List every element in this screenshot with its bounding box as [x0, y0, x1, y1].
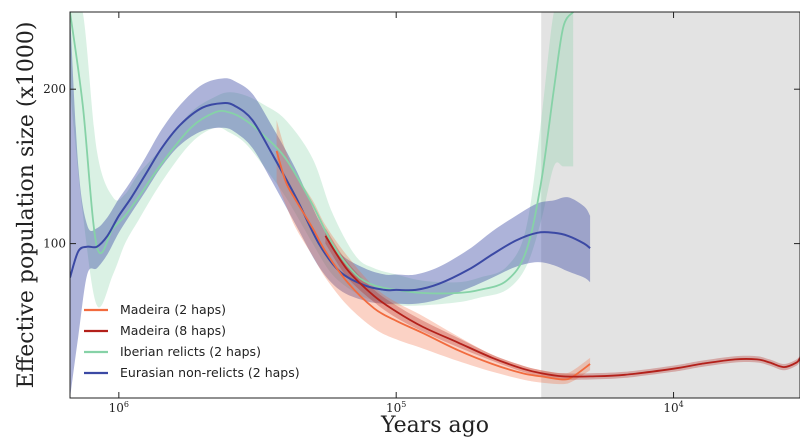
legend-label-madeira-8-haps: Madeira (8 haps)	[120, 323, 226, 338]
legend-label-eurasian-non-relicts-2-haps: Eurasian non-relicts (2 haps)	[120, 365, 300, 380]
y-tick-label: 200	[43, 82, 66, 96]
y-axis-label: Effective population size (x1000)	[14, 22, 39, 389]
legend: Madeira (2 haps) Madeira (8 haps) Iberian …	[84, 302, 300, 380]
y-tick-label: 100	[43, 237, 66, 251]
line-madeira-8-haps	[324, 235, 800, 378]
legend-label-iberian-relicts-2-haps: Iberian relicts (2 haps)	[120, 344, 261, 359]
legend-label-madeira-2-haps: Madeira (2 haps)	[120, 302, 226, 317]
line-eurasian-non-relicts-2-haps	[70, 102, 591, 292]
x-tick-label: 104	[663, 400, 683, 415]
x-tick-label: 106	[109, 400, 129, 415]
x-axis-label: Years ago	[380, 413, 489, 438]
plot-frame	[69, 11, 800, 399]
shaded-region	[541, 12, 800, 398]
x-tick-label: 105	[386, 400, 406, 415]
line-iberian-relicts-2-haps	[70, 12, 574, 295]
line-madeira-2-haps	[275, 150, 591, 381]
